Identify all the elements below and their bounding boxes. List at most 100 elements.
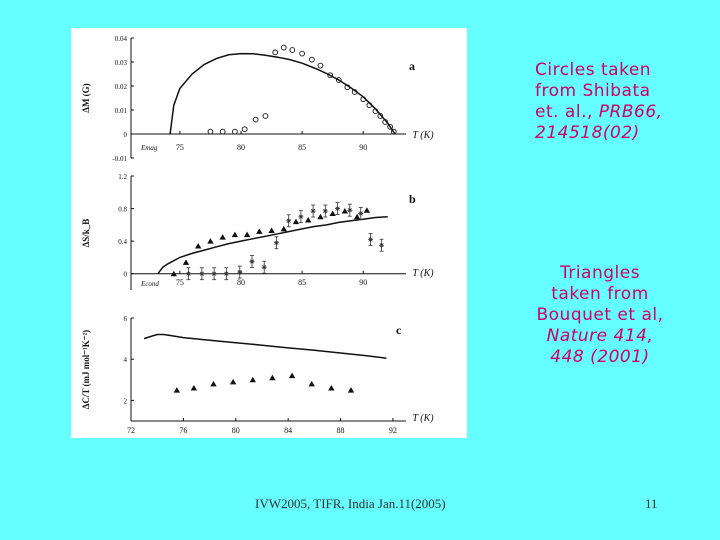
- journal-ref: Nature 414,: [546, 326, 654, 346]
- y-tick-label: 6: [124, 315, 128, 323]
- star-data-point: [185, 271, 191, 277]
- circle-data-point: [280, 44, 287, 51]
- triangle-data-point: [219, 234, 226, 240]
- triangle-data-point: [207, 238, 214, 244]
- star-data-point: [249, 259, 255, 264]
- star-data-point: [286, 218, 292, 224]
- note-line: from Shibata: [535, 81, 651, 101]
- journal-ref: 448 (2001): [550, 347, 650, 367]
- x-tick-label: 90: [359, 143, 367, 152]
- axis-annotation: Econd: [140, 280, 159, 288]
- star-data-point: [379, 242, 385, 248]
- circle-data-point: [351, 89, 358, 95]
- circle-data-point: [219, 128, 226, 135]
- triangle-data-point: [341, 208, 349, 214]
- star-data-point: [261, 264, 267, 270]
- figure-panels: 75 80 85 90 -0.01 0 0.01 0.02 0.03 0.04 ΔM (G) T (K…: [71, 28, 467, 438]
- chart-figure: 75 80 85 90 -0.01 0 0.01 0.02 0.03 0.04 ΔM (G) T (K…: [81, 35, 434, 435]
- triangle-data-point: [363, 207, 371, 213]
- fit-curve-line: [169, 52, 396, 135]
- circle-data-point: [387, 123, 393, 130]
- y-tick-label: 1.2: [118, 173, 127, 181]
- axis-annotation: Emag: [140, 144, 158, 152]
- x-tick-label: 75: [176, 278, 184, 287]
- triangle-data-point: [328, 385, 335, 391]
- star-data-point: [358, 210, 364, 216]
- circle-data-point: [344, 84, 351, 91]
- triangle-data-point: [353, 213, 361, 220]
- star-data-point: [322, 208, 328, 214]
- star-data-point: [335, 206, 341, 212]
- star-data-point: [237, 269, 243, 275]
- note-line: et. al., PRB66,: [535, 102, 663, 123]
- note-line: taken from: [551, 284, 649, 304]
- star-data-point: [199, 271, 205, 277]
- triangle-data-point: [195, 243, 202, 249]
- circle-data-point: [335, 77, 342, 83]
- star-data-point: [368, 237, 374, 243]
- circle-data-point: [366, 102, 373, 109]
- journal-ref: PRB66,: [598, 102, 663, 122]
- circle-data-point: [289, 47, 296, 53]
- triangle-data-point: [268, 227, 275, 234]
- circle-data-point: [360, 96, 367, 103]
- star-data-point: [298, 214, 304, 220]
- circle-data-point: [317, 62, 324, 69]
- y-tick-label: 2: [124, 397, 128, 405]
- x-tick-label: 84: [284, 426, 292, 435]
- y-tick-label: 0.04: [115, 35, 128, 43]
- x-tick-label: 72: [127, 426, 135, 435]
- triangle-data-point: [231, 231, 239, 238]
- triangle-data-point: [249, 376, 256, 383]
- circle-data-point: [207, 128, 214, 135]
- star-data-point: [347, 207, 353, 213]
- triangle-data-point: [347, 387, 355, 393]
- panel-label: b: [409, 192, 416, 206]
- star-data-point: [310, 208, 316, 214]
- x-tick-label: 88: [337, 426, 345, 435]
- circle-data-point: [272, 49, 279, 56]
- triangle-data-point: [308, 380, 315, 387]
- y-tick-label: 0: [124, 271, 128, 279]
- x-tick-label: 90: [359, 278, 367, 287]
- note-line: Triangles: [559, 263, 641, 283]
- circle-data-point: [372, 108, 379, 115]
- star-data-point: [223, 271, 229, 277]
- triangle-data-point: [329, 210, 336, 216]
- y-axis-label: ΔS/k_B: [81, 219, 91, 248]
- y-axis-label: ΔM (G): [81, 83, 91, 112]
- x-tick-label: 76: [179, 426, 187, 435]
- y-tick-label: 0.02: [115, 83, 128, 91]
- triangle-data-point: [170, 270, 177, 277]
- y-tick-label: -0.01: [112, 155, 127, 163]
- circles-source-note: Circles taken from Shibata et. al., PRB6…: [535, 60, 663, 144]
- triangle-data-point: [182, 259, 190, 265]
- triangle-data-point: [269, 374, 276, 381]
- triangle-data-point: [243, 231, 251, 238]
- note-line: Circles taken: [535, 60, 652, 80]
- fit-curve-line: [143, 333, 387, 359]
- triangle-data-point: [256, 228, 263, 234]
- y-tick-label: 0: [124, 131, 128, 139]
- note-line: 214518(02): [535, 123, 640, 143]
- circle-data-point: [241, 126, 248, 133]
- x-axis-label: T (K): [412, 413, 434, 424]
- circle-data-point: [377, 113, 384, 119]
- x-tick-label: 75: [176, 143, 184, 152]
- y-tick-label: 0.8: [118, 206, 127, 214]
- fit-curve-line: [157, 215, 388, 275]
- triangle-data-point: [229, 378, 237, 385]
- y-tick-label: 0.03: [115, 59, 128, 67]
- circle-data-point: [299, 50, 305, 57]
- x-tick-label: 80: [237, 278, 245, 287]
- circle-data-point: [252, 116, 259, 123]
- y-axis-label: ΔC/T (mJ mol⁻¹K⁻²): [81, 330, 91, 409]
- circle-data-point: [262, 113, 269, 119]
- circle-data-point: [382, 119, 389, 125]
- triangle-data-point: [317, 213, 324, 220]
- x-axis-label: T (K): [412, 268, 434, 279]
- triangle-data-point: [190, 385, 198, 391]
- x-tick-label: 80: [232, 426, 240, 435]
- circle-data-point: [309, 56, 315, 63]
- panel-label: a: [409, 59, 415, 73]
